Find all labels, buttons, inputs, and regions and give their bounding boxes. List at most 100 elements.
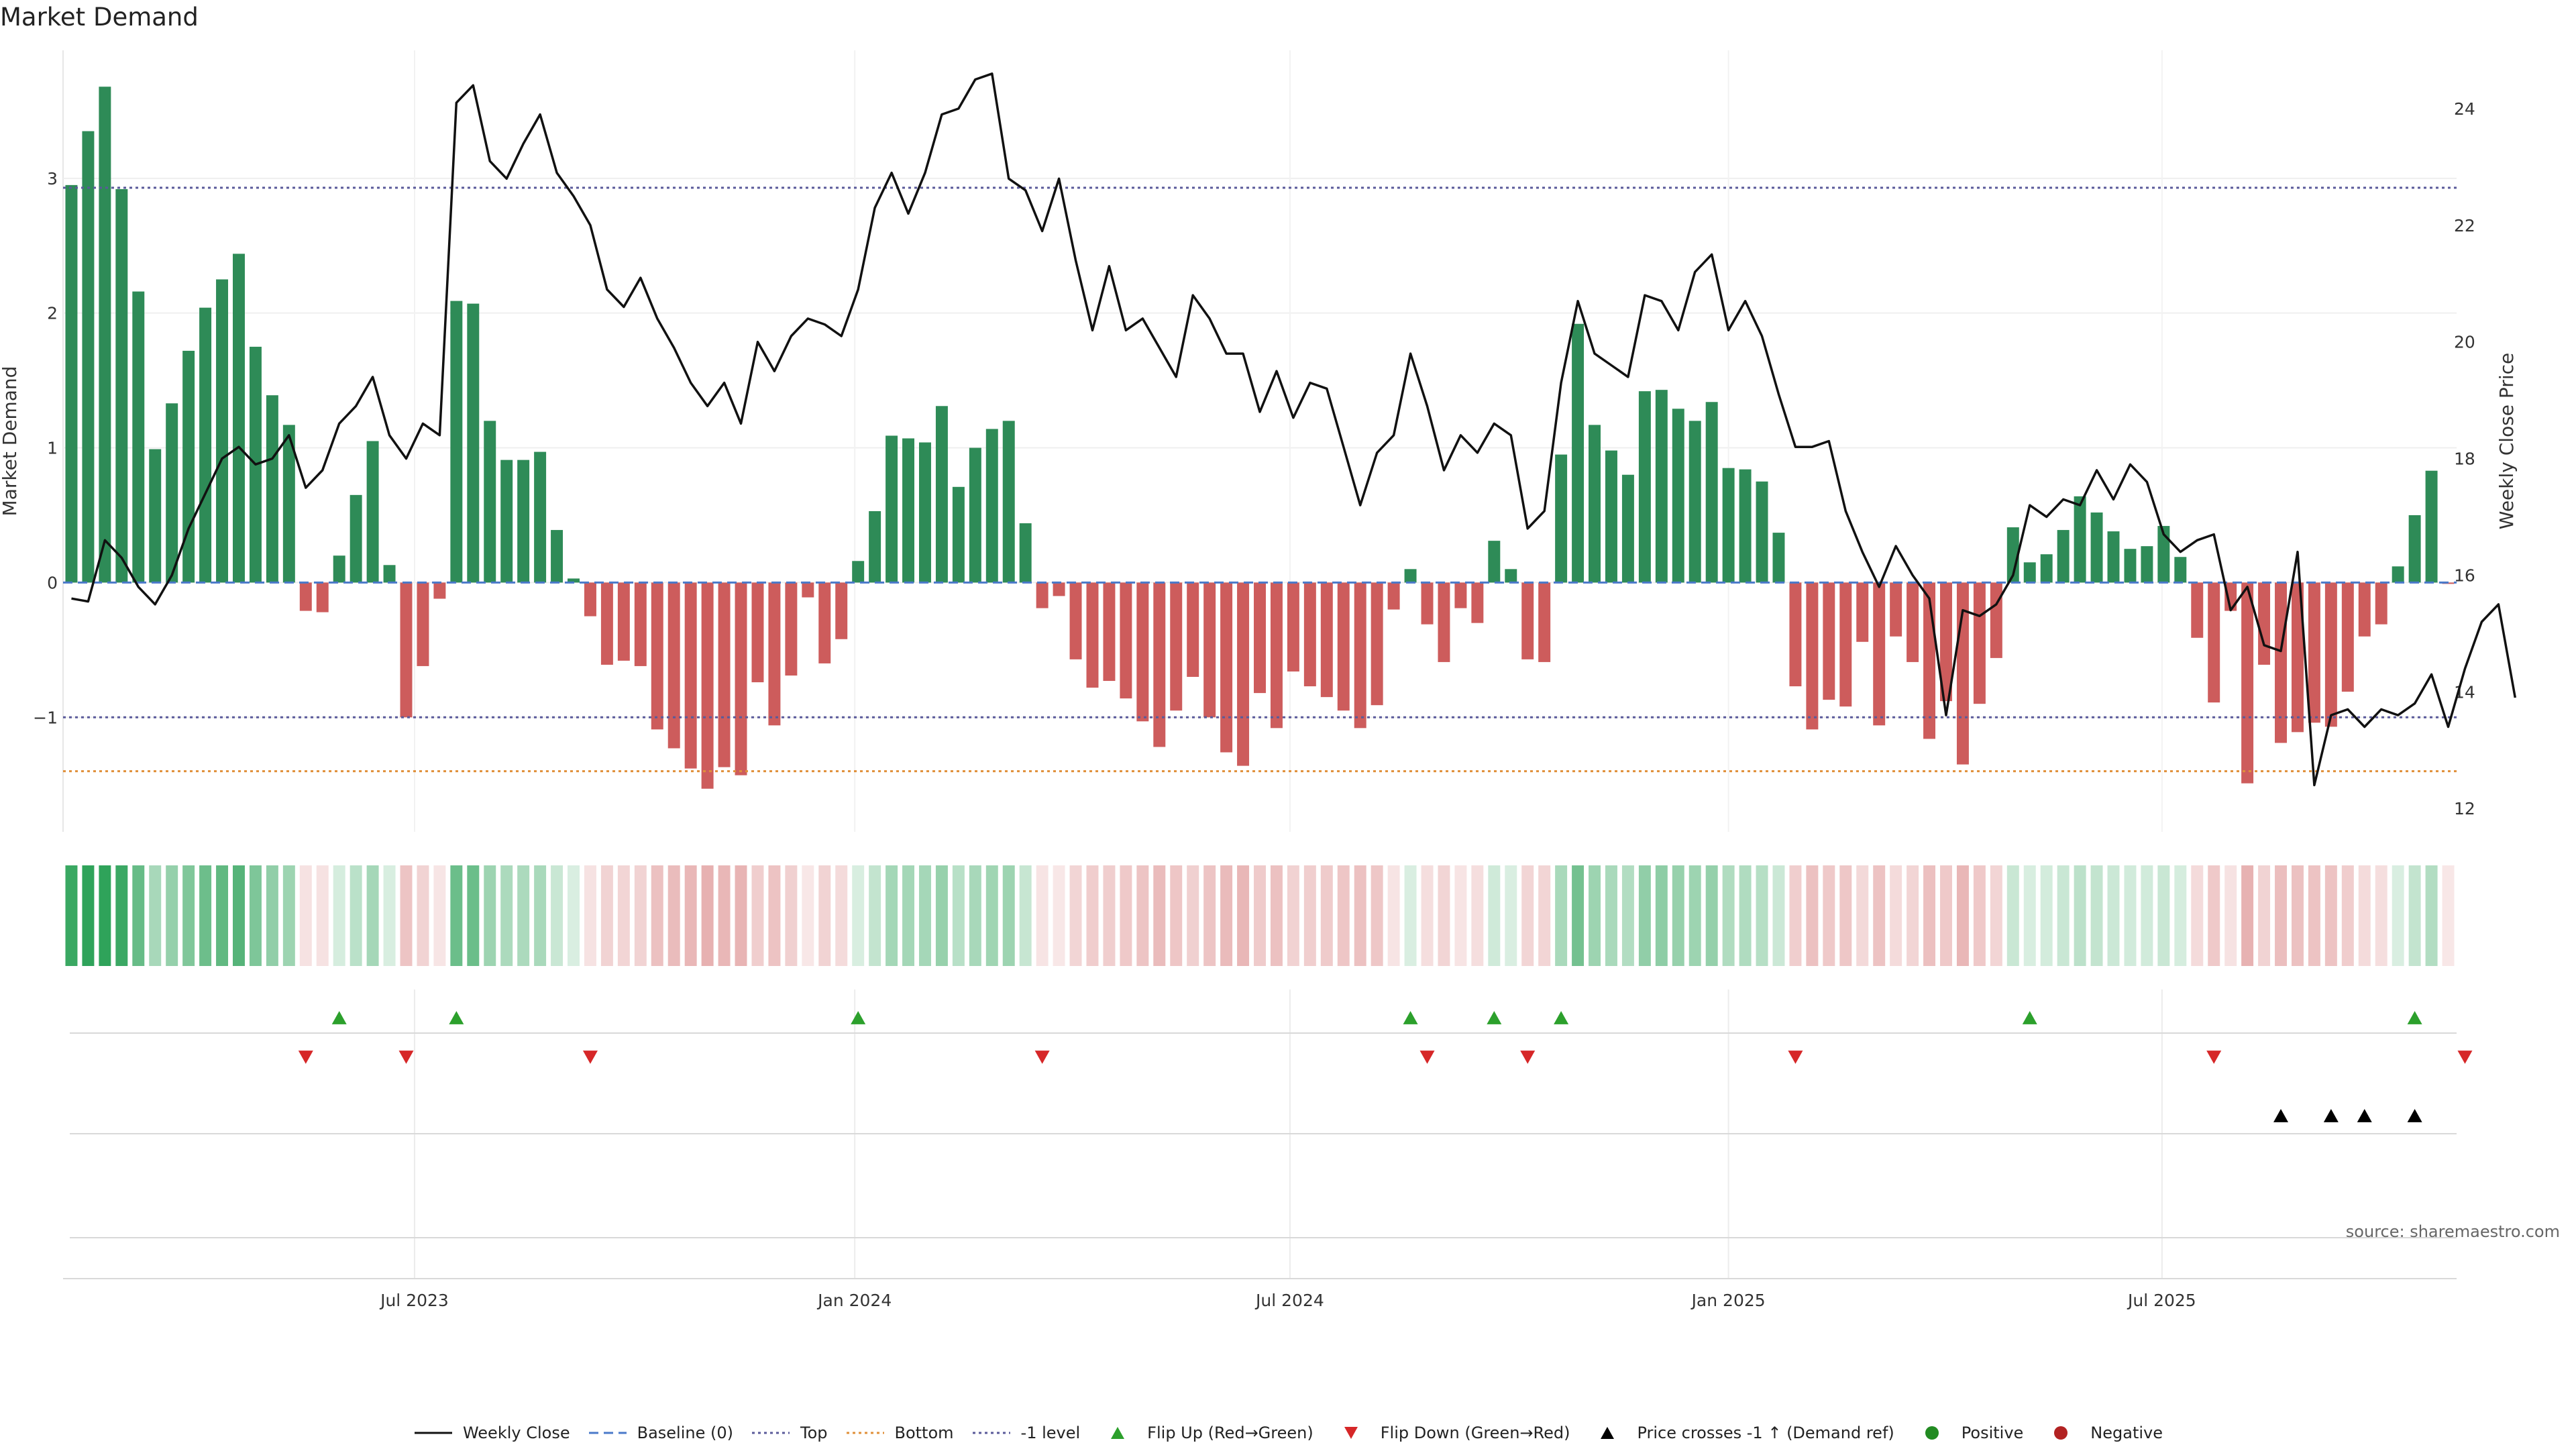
heat-strip-cell	[1153, 865, 1166, 966]
heat-strip-cell	[2308, 865, 2320, 966]
heat-strip-cell	[1337, 865, 1350, 966]
y2-tick-label: 20	[2454, 333, 2475, 352]
heat-strip-cell	[1053, 865, 1065, 966]
demand-bar	[1621, 474, 1634, 583]
heat-strip-cell	[1572, 865, 1585, 966]
demand-bar	[969, 447, 981, 583]
heat-strip-cell	[1688, 865, 1701, 966]
demand-bar	[1555, 454, 1568, 583]
demand-bar	[2408, 515, 2421, 583]
legend-label: Positive	[1961, 1424, 2024, 1442]
heat-strip-cell	[1438, 865, 1450, 966]
legend-item: Weekly Close	[413, 1423, 570, 1443]
heat-strip-cell	[1002, 865, 1015, 966]
heat-strip-cell	[2107, 865, 2120, 966]
demand-bar	[1404, 569, 1417, 583]
heat-strip-cell	[2392, 865, 2404, 966]
legend-label: Bottom	[894, 1424, 954, 1442]
demand-bar	[534, 451, 547, 583]
demand-bar	[1086, 582, 1099, 688]
demand-bar	[1203, 582, 1216, 718]
x-tick-label: Jul 2024	[1254, 1291, 1324, 1310]
demand-bar	[852, 561, 865, 583]
heat-strip-cell	[852, 865, 865, 966]
legend-label: -1 level	[1020, 1424, 1081, 1442]
heat-strip-cell	[1505, 865, 1517, 966]
price-cross-marker	[2407, 1109, 2422, 1122]
legend-label: Baseline (0)	[637, 1424, 733, 1442]
heat-strip-cell	[2442, 865, 2455, 966]
demand-bar	[1772, 533, 1785, 583]
y-tick-label: 2	[47, 304, 58, 323]
flip-down-marker	[582, 1051, 598, 1064]
demand-bar	[2375, 582, 2387, 625]
demand-bar	[902, 438, 915, 583]
flip-down-marker	[2206, 1051, 2222, 1064]
demand-bar	[99, 87, 111, 583]
heat-strip-cell	[634, 865, 647, 966]
weekly-close-line	[71, 72, 2517, 787]
demand-bar	[115, 189, 128, 583]
demand-bar	[2157, 526, 2170, 583]
flip-up-marker	[449, 1011, 464, 1024]
heat-strip-cell	[2090, 865, 2103, 966]
demand-bar	[2074, 496, 2086, 583]
heat-strip-cell	[1287, 865, 1299, 966]
heat-strip-cell	[166, 865, 178, 966]
heat-strip-cell	[1036, 865, 1049, 966]
demand-bar	[1705, 402, 1718, 583]
demand-bar	[1722, 468, 1735, 583]
demand-bar	[1789, 582, 1802, 687]
x-tick-label: Jul 2025	[2127, 1291, 2196, 1310]
demand-bar	[735, 582, 747, 775]
demand-bar	[1454, 582, 1467, 608]
heat-strip-cell	[835, 865, 848, 966]
heat-strip-cell	[1488, 865, 1501, 966]
heat-strip-cell	[918, 865, 931, 966]
heat-strip-cell	[383, 865, 396, 966]
demand-bar	[166, 403, 178, 583]
legend-label: Flip Down (Green→Red)	[1380, 1424, 1570, 1442]
heat-strip-cell	[1203, 865, 1216, 966]
demand-bar	[617, 582, 630, 661]
heat-strip-cell	[2241, 865, 2254, 966]
heat-strip-cell	[299, 865, 312, 966]
heat-strip-cell	[1973, 865, 1986, 966]
legend-symbol	[1925, 1426, 1939, 1440]
y2-tick-label: 12	[2454, 799, 2475, 818]
heat-strip-cell	[149, 865, 162, 966]
heat-strip-cell	[467, 865, 480, 966]
demand-bar	[651, 582, 663, 730]
demand-bar	[1688, 421, 1701, 583]
legend-item: Flip Down (Green→Red)	[1331, 1423, 1570, 1443]
demand-bar	[2174, 557, 2187, 583]
demand-bar	[1638, 391, 1651, 583]
heat-strip-cell	[952, 865, 965, 966]
y-tick-label: 3	[47, 169, 58, 189]
source-label: source: sharemaestro.com	[2345, 1222, 2560, 1241]
demand-bar	[835, 582, 848, 639]
heat-strip-cell	[1371, 865, 1383, 966]
demand-bar	[2224, 582, 2237, 611]
heat-strip-cell	[1655, 865, 1668, 966]
demand-bar	[2425, 470, 2438, 583]
heat-strip-cell	[1856, 865, 1869, 966]
demand-bar	[1237, 582, 1250, 766]
demand-bar	[918, 442, 931, 583]
heat-strip-cell	[935, 865, 948, 966]
demand-bar	[885, 435, 898, 583]
y2-tick-label: 16	[2454, 566, 2475, 585]
demand-bar	[2023, 562, 2036, 583]
demand-bar	[350, 494, 362, 583]
demand-bar	[568, 578, 580, 583]
legend: Weekly Close Baseline (0) Top Bottom -1 leve…	[0, 1421, 2576, 1445]
heat-strip-cell	[333, 865, 345, 966]
heat-strip-cell	[718, 865, 731, 966]
heat-strip-cell	[182, 865, 195, 966]
demand-bar	[1337, 582, 1350, 711]
heat-strip-cell	[869, 865, 881, 966]
heat-strip-cell	[785, 865, 798, 966]
heat-strip-cell	[1705, 865, 1718, 966]
demand-bar	[484, 421, 496, 583]
